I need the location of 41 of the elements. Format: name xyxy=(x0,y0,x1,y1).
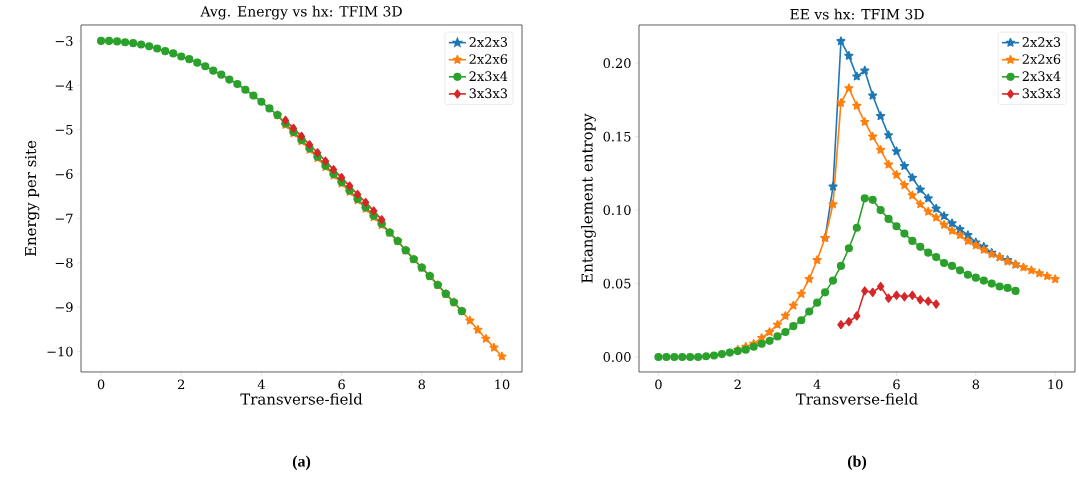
y-tick-label: 0.20 xyxy=(603,58,631,69)
y-tick-label: −10 xyxy=(47,346,73,357)
chart-title: EE vs hx: TFIM 3D xyxy=(790,8,924,20)
y-tick-label: −4 xyxy=(55,80,73,91)
x-tick-label: 0 xyxy=(655,379,662,390)
x-tick-label: 4 xyxy=(813,379,821,390)
legend-label: 2x2x3 xyxy=(469,37,508,47)
chart-title: Avg. Energy vs hx: TFIM 3D xyxy=(200,5,402,20)
x-tick-label: 8 xyxy=(972,379,980,390)
y-tick-label: −7 xyxy=(55,213,73,224)
x-axis-title: Transverse-field xyxy=(795,393,918,405)
x-axis-title: Transverse-field xyxy=(240,393,363,405)
y-axis-title: Entanglement entropy xyxy=(581,113,596,283)
y-tick-label: 0.15 xyxy=(603,131,631,142)
text: (a) xyxy=(292,455,311,470)
x-tick-label: 8 xyxy=(418,379,426,390)
y-tick-label: −6 xyxy=(55,169,73,179)
x-tick-label: 6 xyxy=(338,379,345,390)
x-tick-label: 2 xyxy=(734,379,741,390)
legend-label: 3x3x3 xyxy=(469,88,508,99)
x-tick-label: 2 xyxy=(177,379,185,390)
legend-label: 2x2x6 xyxy=(1022,54,1061,64)
y-tick-label: −8 xyxy=(55,257,73,268)
y-tick-label: −3 xyxy=(55,36,73,46)
y-tick-label: 0.10 xyxy=(603,205,631,215)
y-axis-title: Energy per site xyxy=(25,140,40,257)
legend-label: 2x3x4 xyxy=(469,71,508,82)
legend-label: 2x3x4 xyxy=(1022,71,1061,82)
x-tick-label: 10 xyxy=(1048,379,1063,390)
x-tick-label: 6 xyxy=(893,379,900,390)
x-tick-label: 4 xyxy=(257,379,265,390)
y-tick-label: 0.00 xyxy=(603,352,631,362)
y-tick-label: 0.05 xyxy=(603,278,631,289)
x-tick-label: 10 xyxy=(495,379,510,390)
text: (b) xyxy=(847,455,867,470)
legend-label: 2x2x3 xyxy=(1022,37,1061,47)
y-tick-label: −5 xyxy=(55,124,73,135)
y-tick-label: −9 xyxy=(55,302,73,313)
x-tick-label: 0 xyxy=(97,379,105,390)
legend-label: 3x3x3 xyxy=(1022,88,1061,99)
legend-label: 2x2x6 xyxy=(469,54,508,64)
